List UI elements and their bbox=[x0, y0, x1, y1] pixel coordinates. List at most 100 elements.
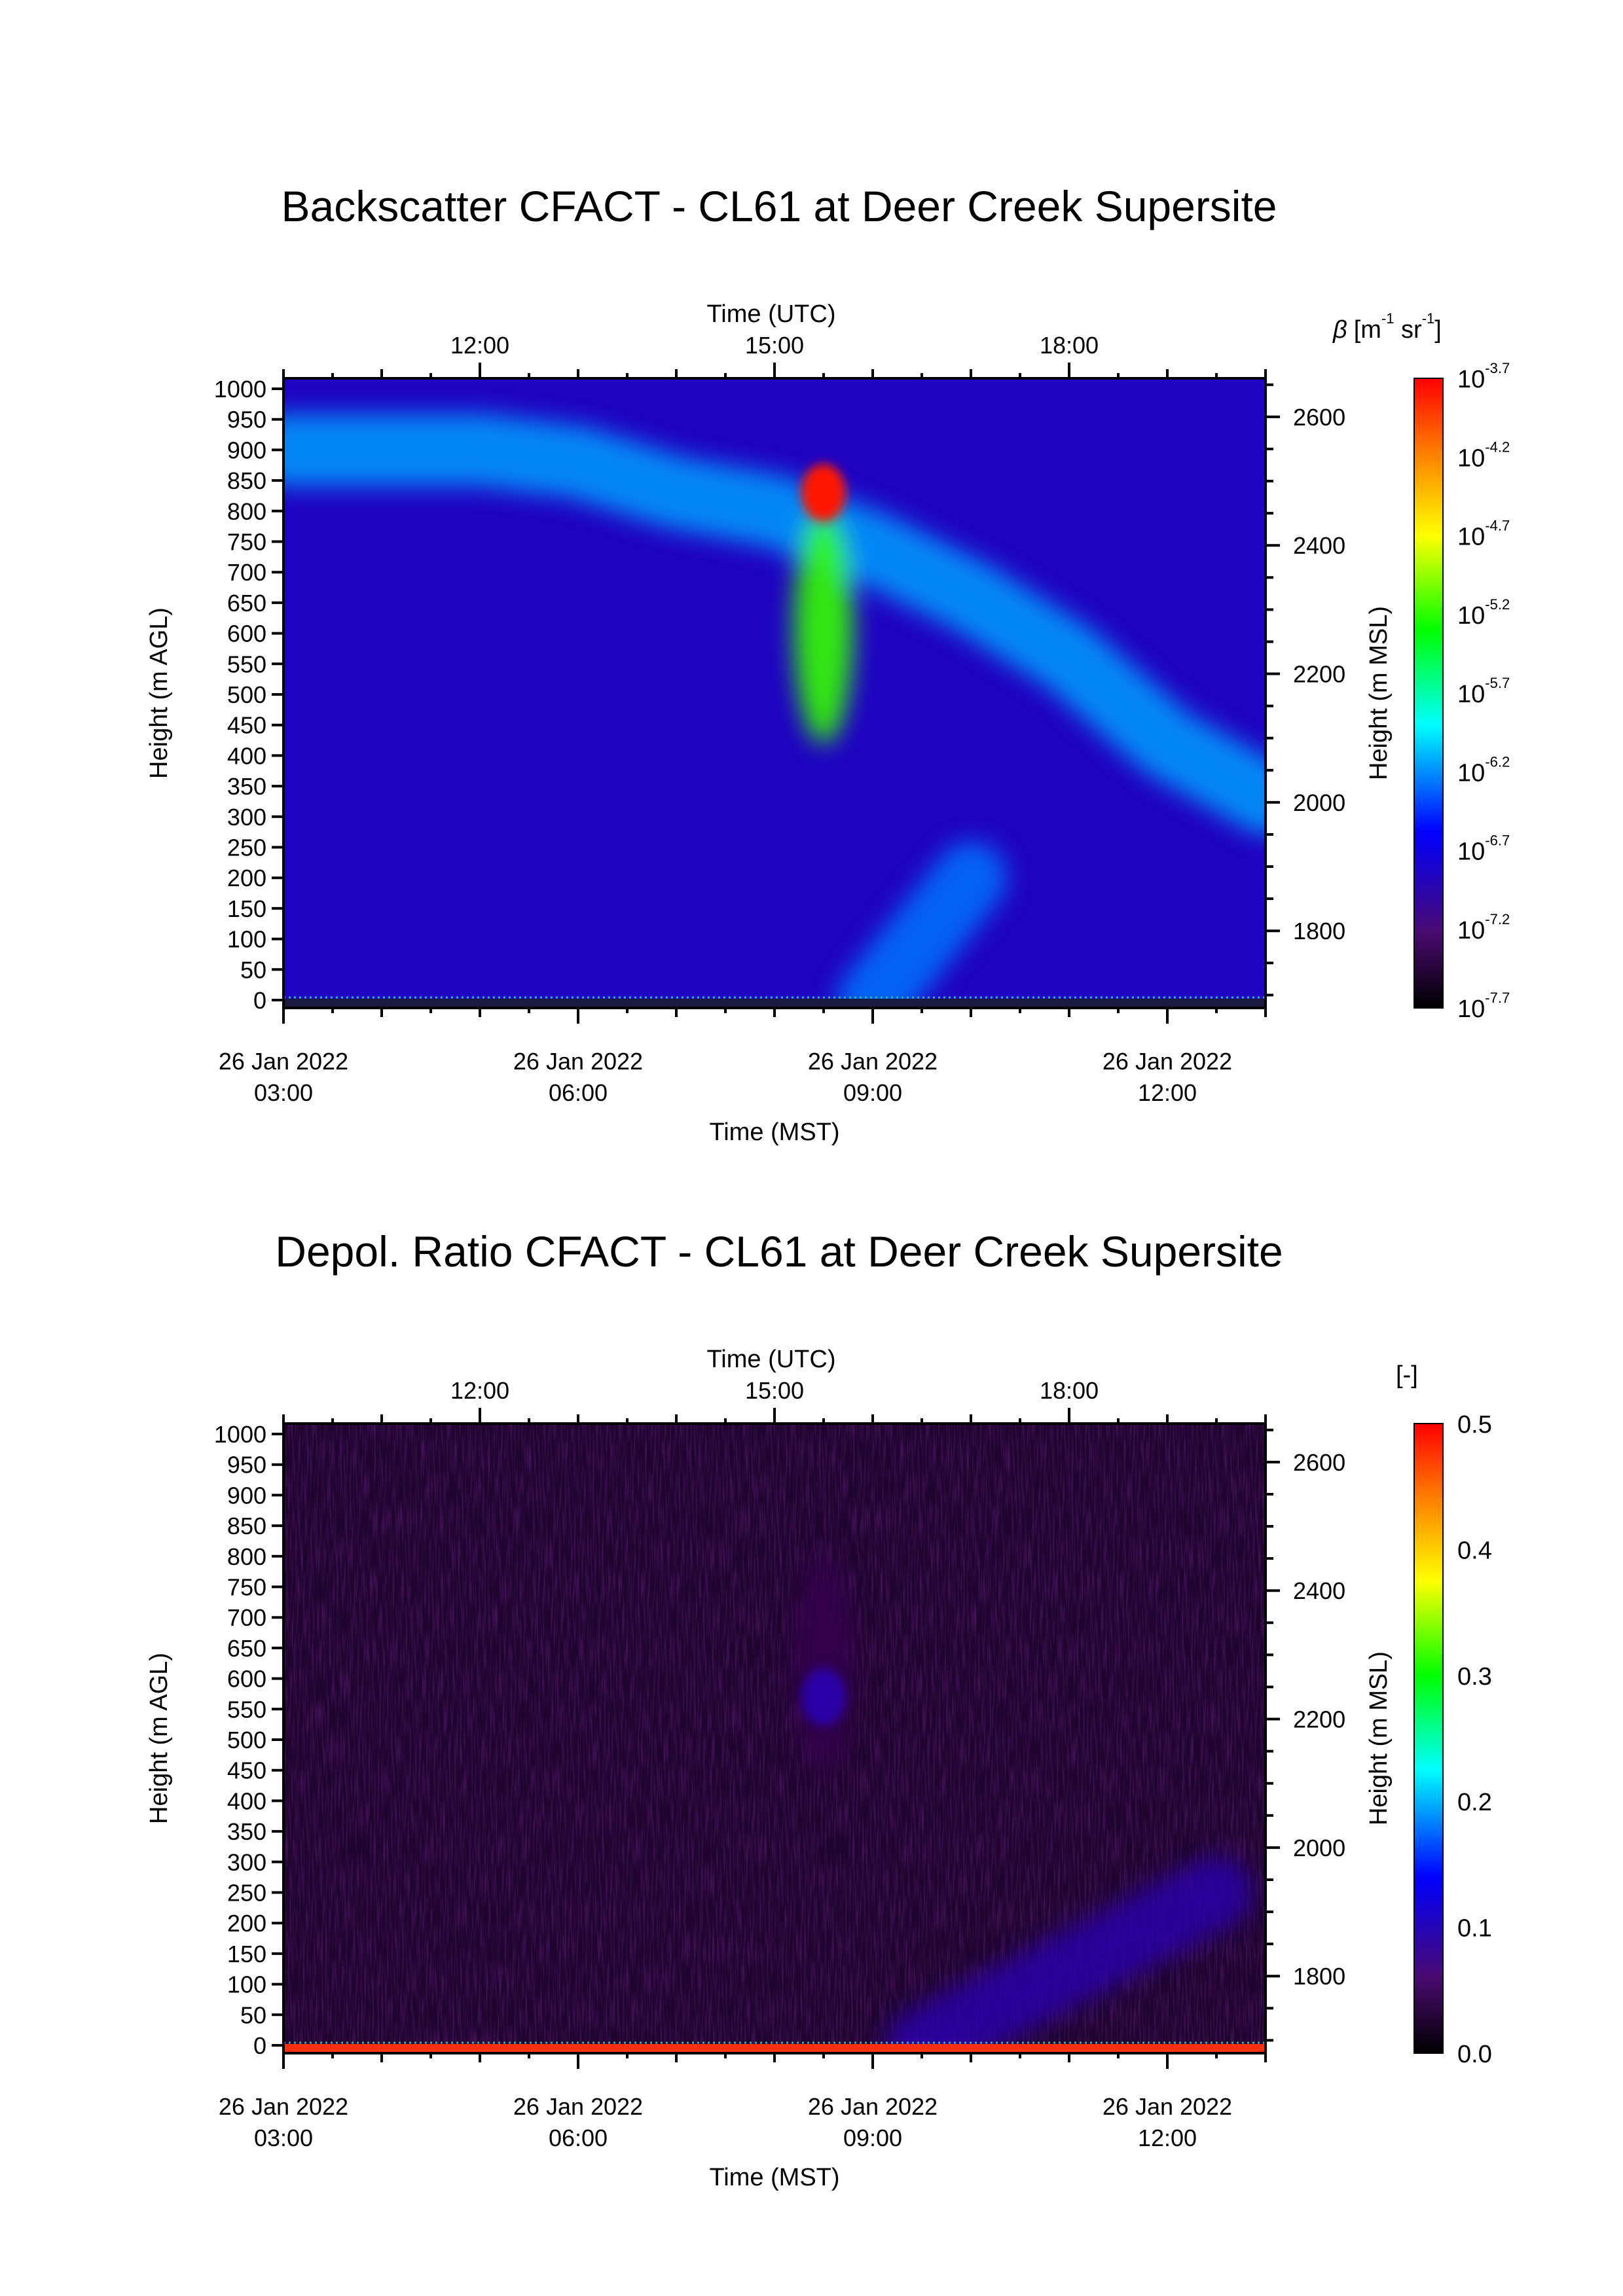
chart-title: Depol. Ratio CFACT - CL61 at Deer Creek … bbox=[275, 1227, 1283, 1276]
colorbar-tick-base: 10 bbox=[1457, 996, 1485, 1023]
left-tick-label: 650 bbox=[227, 1635, 266, 1662]
colorbar-tick-label: 10-7.7 bbox=[1457, 990, 1510, 1023]
top-tick-label: 15:00 bbox=[745, 332, 804, 359]
colorbar bbox=[1413, 378, 1444, 1009]
colorbar-tick-label: 0.1 bbox=[1457, 1915, 1492, 1943]
bottom-tick-date: 26 Jan 2022 bbox=[808, 2093, 938, 2120]
colorbar-title-end: ] bbox=[1434, 316, 1442, 344]
left-tick-label: 400 bbox=[227, 1787, 266, 1814]
left-tick-label: 750 bbox=[227, 529, 266, 556]
colorbar-tick-label: 0.2 bbox=[1457, 1789, 1492, 1816]
colorbar-tick-base: 0.4 bbox=[1457, 1537, 1492, 1564]
left-tick-label: 200 bbox=[227, 865, 266, 891]
bottom-tick-date: 26 Jan 2022 bbox=[808, 1048, 938, 1075]
left-tick-label: 250 bbox=[227, 1880, 266, 1907]
colorbar-tick-base: 0.2 bbox=[1457, 1789, 1492, 1816]
colorbar-tick-label: 10-3.7 bbox=[1457, 360, 1510, 393]
left-tick-label: 250 bbox=[227, 834, 266, 861]
left-tick-label: 350 bbox=[227, 1818, 266, 1845]
left-tick-label: 200 bbox=[227, 1910, 266, 1937]
feature-streak-0 bbox=[794, 1556, 853, 1770]
left-tick-label: 300 bbox=[227, 804, 266, 831]
colorbar-tick-exponent: -3.7 bbox=[1485, 360, 1510, 376]
colorbar-tick-label: 10-4.2 bbox=[1457, 439, 1510, 472]
top-tick-label: 18:00 bbox=[1040, 1377, 1099, 1404]
colorbar-tick-base: 10 bbox=[1457, 366, 1485, 393]
left-tick-label: 850 bbox=[227, 467, 266, 494]
left-tick-label: 600 bbox=[227, 1666, 266, 1693]
bottom-tick-time: 06:00 bbox=[549, 2125, 608, 2151]
feature-core-1 bbox=[801, 1668, 846, 1726]
heatmap-field bbox=[283, 378, 1266, 1008]
colorbar-tick-label: 10-6.7 bbox=[1457, 833, 1510, 866]
bottom-tick-time: 12:00 bbox=[1138, 2125, 1197, 2151]
top-tick-label: 18:00 bbox=[1040, 332, 1099, 359]
backscatter-chart: Backscatter CFACT - CL61 at Deer Creek S… bbox=[145, 182, 1510, 1146]
left-tick-label: 950 bbox=[227, 406, 266, 433]
colorbar-title: β [m-1 sr-1] bbox=[1332, 310, 1442, 344]
colorbar-tick-exponent: -4.2 bbox=[1485, 439, 1510, 455]
colorbar-title-mid: sr bbox=[1395, 316, 1423, 344]
bottom-tick-time: 06:00 bbox=[549, 1079, 608, 1106]
feature-core-group-1 bbox=[801, 463, 846, 522]
left-axis-label: Height (m AGL) bbox=[145, 607, 173, 779]
left-tick-label: 800 bbox=[227, 1543, 266, 1570]
right-tick-label: 2000 bbox=[1293, 789, 1345, 816]
colorbar-tick-base: 10 bbox=[1457, 681, 1485, 708]
colorbar-title-text: [m bbox=[1354, 316, 1381, 344]
left-tick-label: 150 bbox=[227, 1941, 266, 1967]
colorbar-tick-exponent: -6.2 bbox=[1485, 753, 1510, 770]
colorbar-tick-label: 10-4.7 bbox=[1457, 518, 1510, 551]
colorbar-tick-label: 0.0 bbox=[1457, 2041, 1492, 2068]
top-tick-label: 15:00 bbox=[745, 1377, 804, 1404]
right-tick-label: 1800 bbox=[1293, 1963, 1345, 1990]
heatmap-features bbox=[283, 414, 1266, 1008]
colorbar-tick-label: 0.4 bbox=[1457, 1537, 1492, 1564]
colorbar-tick-base: 0.3 bbox=[1457, 1663, 1492, 1691]
right-tick-label: 1800 bbox=[1293, 918, 1345, 944]
bottom-tick-time: 09:00 bbox=[843, 1079, 902, 1106]
left-tick-label: 1000 bbox=[214, 1421, 266, 1448]
ground-bin-band bbox=[283, 2044, 1266, 2053]
colorbar bbox=[1413, 1423, 1444, 2054]
left-tick-label: 850 bbox=[227, 1513, 266, 1539]
colorbar-tick-base: 10 bbox=[1457, 602, 1485, 630]
right-tick-label: 2200 bbox=[1293, 1706, 1345, 1733]
left-tick-label: 700 bbox=[227, 1604, 266, 1631]
right-tick-label: 2400 bbox=[1293, 532, 1345, 559]
left-tick-label: 550 bbox=[227, 651, 266, 677]
colorbar-tick-base: 10 bbox=[1457, 444, 1485, 472]
colorbar-title-sup2: -1 bbox=[1422, 310, 1435, 327]
left-tick-label: 1000 bbox=[214, 376, 266, 403]
left-tick-label: 50 bbox=[240, 956, 266, 983]
colorbar-tick-label: 10-7.2 bbox=[1457, 911, 1510, 944]
heatmap-field bbox=[283, 1424, 1266, 2053]
left-tick-label: 50 bbox=[240, 2001, 266, 2028]
right-tick-label: 2200 bbox=[1293, 661, 1345, 688]
bottom-tick-date: 26 Jan 2022 bbox=[513, 1048, 643, 1075]
right-tick-label: 2600 bbox=[1293, 404, 1345, 431]
left-tick-label: 500 bbox=[227, 681, 266, 708]
left-tick-label: 400 bbox=[227, 742, 266, 769]
colorbar-tick-label: 10-5.7 bbox=[1457, 675, 1510, 708]
feature-layer-3 bbox=[837, 842, 1007, 1008]
left-tick-label: 800 bbox=[227, 498, 266, 525]
left-tick-label: 700 bbox=[227, 559, 266, 586]
left-tick-label: 650 bbox=[227, 590, 266, 617]
left-tick-label: 450 bbox=[227, 712, 266, 739]
colorbar-title-text: [-] bbox=[1396, 1361, 1418, 1389]
top-axis-label: Time (UTC) bbox=[707, 300, 836, 328]
colorbar-tick-base: 10 bbox=[1457, 917, 1485, 944]
left-tick-label: 350 bbox=[227, 773, 266, 800]
depol-ratio-chart: Depol. Ratio CFACT - CL61 at Deer Creek … bbox=[145, 1227, 1492, 2191]
feature-streak-2 bbox=[794, 511, 853, 744]
left-tick-label: 900 bbox=[227, 1482, 266, 1509]
colorbar-tick-base: 10 bbox=[1457, 838, 1485, 866]
left-tick-label: 100 bbox=[227, 1971, 266, 1998]
chart-title: Backscatter CFACT - CL61 at Deer Creek S… bbox=[281, 182, 1277, 230]
colorbar-tick-exponent: -5.2 bbox=[1485, 596, 1510, 613]
bottom-axis-label: Time (MST) bbox=[709, 1119, 839, 1146]
colorbar-tick-exponent: -7.2 bbox=[1485, 911, 1510, 927]
colorbar-title: [-] bbox=[1396, 1361, 1418, 1389]
